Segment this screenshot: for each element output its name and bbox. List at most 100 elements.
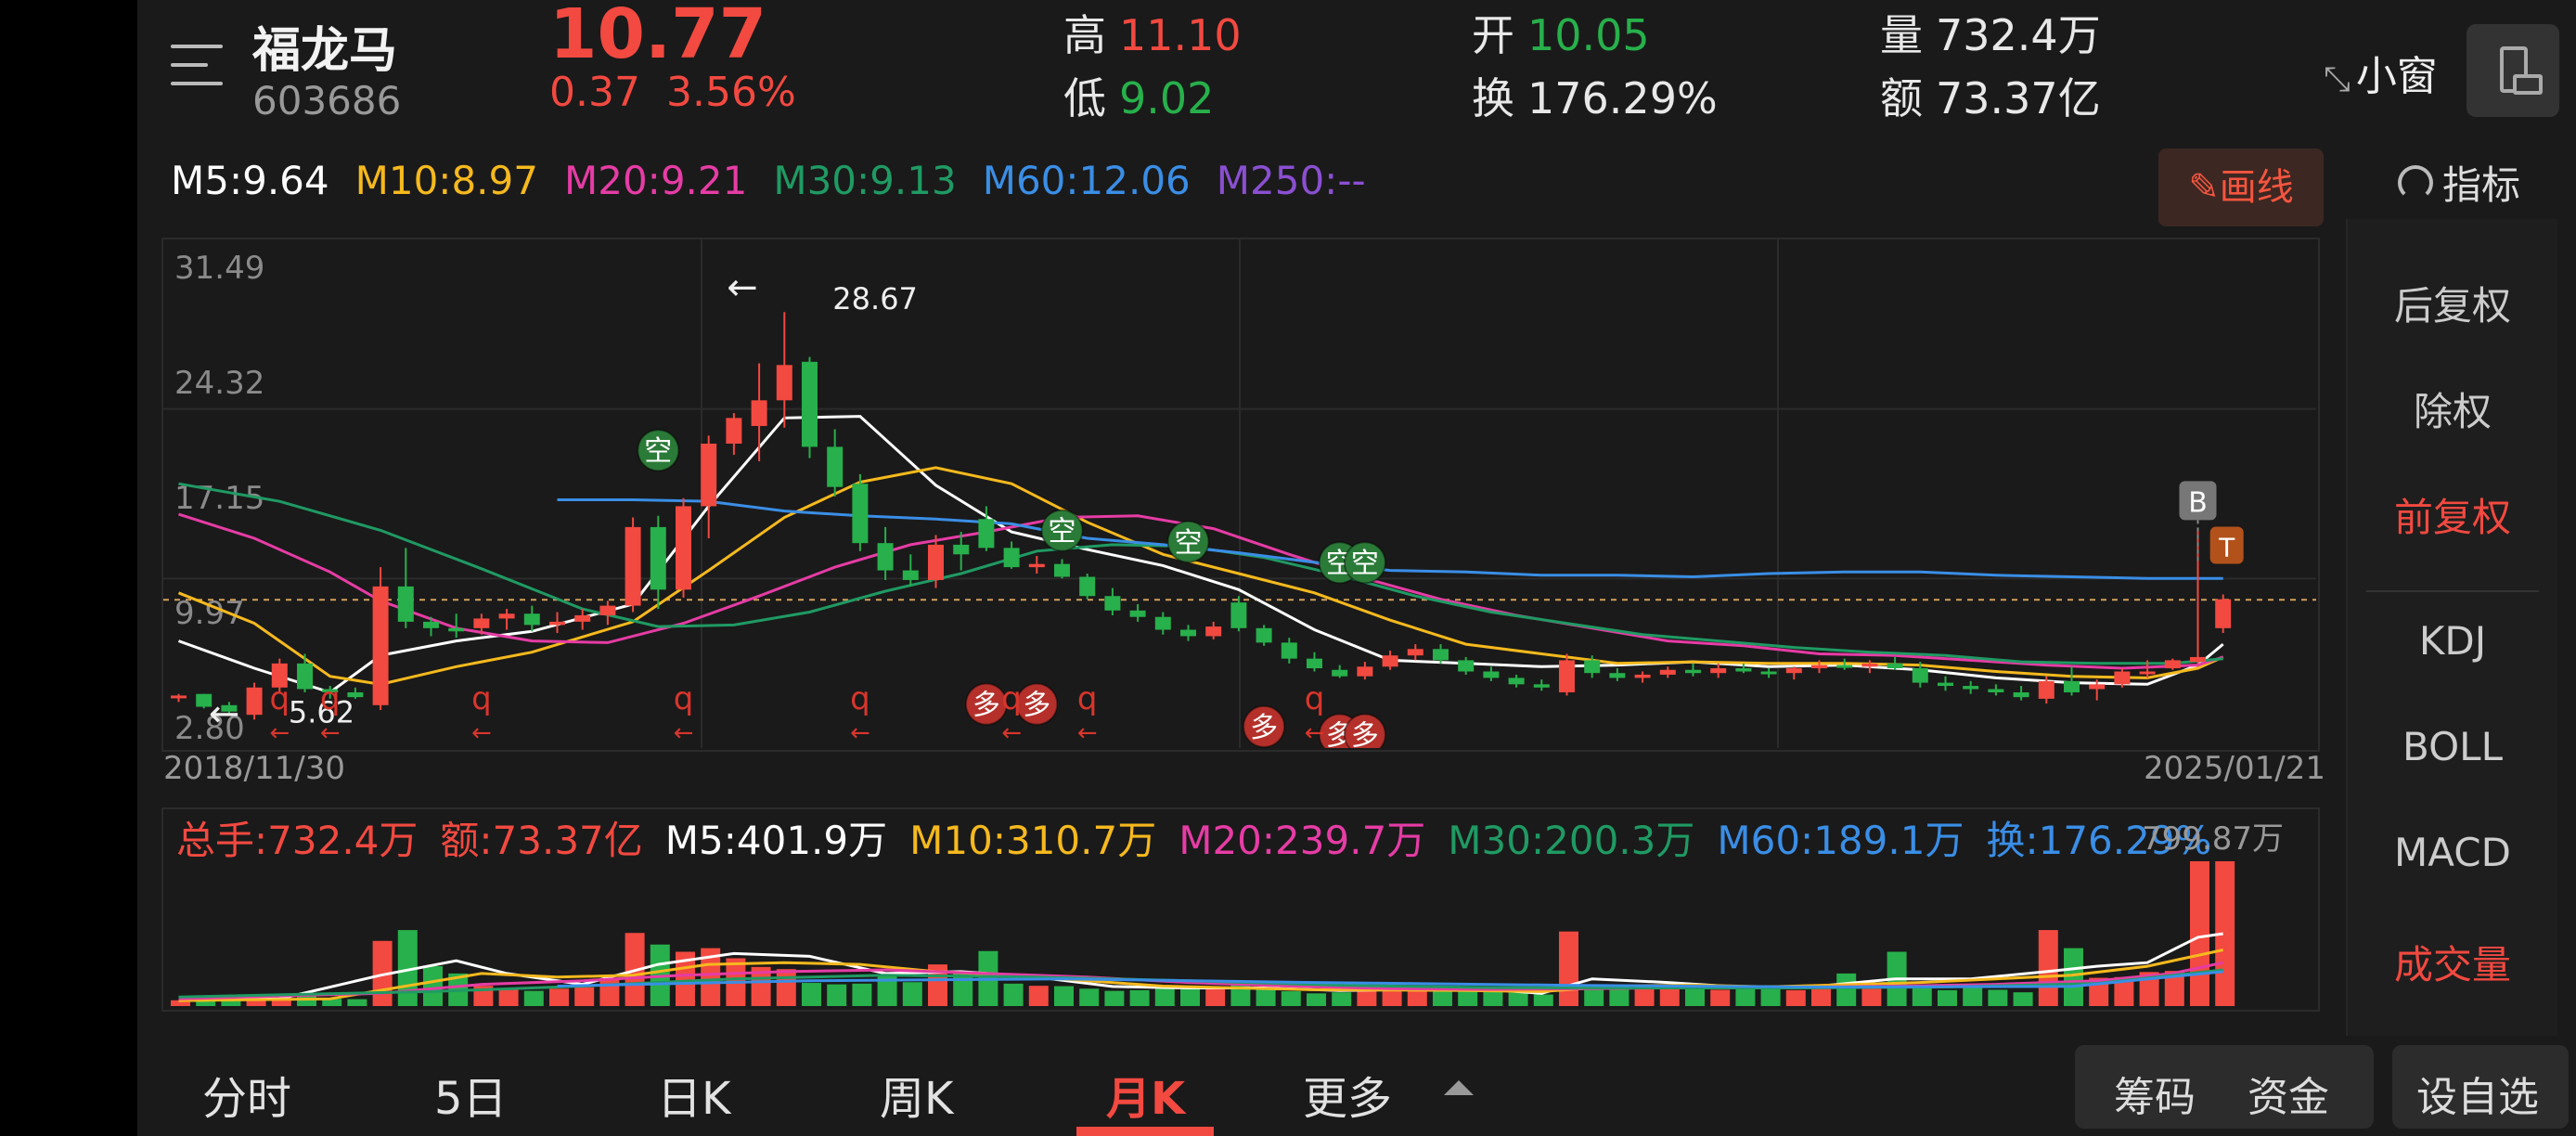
- candle-body: [1256, 627, 1272, 643]
- volume-bar: [1685, 985, 1705, 1006]
- tab-monthly-k[interactable]: 月K: [1106, 1073, 1186, 1125]
- candle-body: [2190, 656, 2206, 663]
- kdj-button[interactable]: KDJ: [2418, 618, 2487, 664]
- volume-bar: [2013, 992, 2033, 1006]
- mini-window-button[interactable]: ⤡ 小窗: [2324, 43, 2438, 102]
- chips-funds-group: 筹码 资金: [2075, 1045, 2374, 1129]
- signal-q-arrow-icon: ←: [320, 719, 341, 747]
- add-watchlist-button[interactable]: 设自选: [2416, 1074, 2539, 1121]
- volume-bar: [196, 1000, 216, 1006]
- volume-bar: [776, 969, 796, 1006]
- vol-ma10: M10:310.7万: [909, 818, 1157, 863]
- candle-body: [1382, 655, 1398, 667]
- start-date: 2018/11/30: [163, 750, 345, 787]
- candle-body: [347, 691, 364, 698]
- indicator-button[interactable]: 指标: [2398, 154, 2520, 211]
- menu-icon[interactable]: [171, 43, 223, 91]
- right-panel: 后复权 除权 前复权 KDJ BOLL MACD 成交量: [2346, 219, 2557, 1036]
- macd-button[interactable]: MACD: [2394, 830, 2511, 875]
- tab-intraday[interactable]: 分时: [202, 1073, 292, 1125]
- ma250-value: M250:--: [1216, 158, 1366, 203]
- boll-button[interactable]: BOLL: [2402, 724, 2503, 769]
- volume-bar: [498, 988, 519, 1006]
- low-label: 低: [1063, 73, 1106, 123]
- tab-weekly-k[interactable]: 周K: [880, 1073, 954, 1125]
- ma-line-m60: [557, 498, 2223, 580]
- volume-bar: [902, 982, 922, 1006]
- signal-long-label: 多: [1023, 690, 1050, 722]
- candle-body: [1533, 684, 1550, 688]
- draw-line-button[interactable]: ✎画线: [2158, 148, 2324, 226]
- volume-chart[interactable]: [163, 809, 2316, 1008]
- candle-body: [1609, 673, 1626, 678]
- adjust-back-button[interactable]: 后复权: [2393, 283, 2511, 329]
- signal-short-label: 空: [1049, 516, 1076, 549]
- tab-daily-k[interactable]: 日K: [657, 1073, 731, 1125]
- candle-body: [928, 544, 944, 580]
- ex-rights-button[interactable]: 除权: [2413, 389, 2492, 434]
- shrink-icon: ⤡: [2324, 60, 2351, 98]
- vol-ma60: M60:189.1万: [1717, 818, 1964, 863]
- change-percent: 3.56%: [665, 69, 796, 116]
- volume-bar: [523, 990, 544, 1006]
- signal-q-label: q: [1305, 680, 1325, 717]
- turnover-label: 换: [1472, 73, 1514, 123]
- volume-bar: [2164, 971, 2184, 1006]
- high-value: 11.10: [1119, 10, 1242, 60]
- turnover-value: 176.29%: [1527, 73, 1718, 123]
- open-price: 开 10.05: [1472, 2, 1650, 63]
- min-price-label: 5.62: [289, 694, 354, 729]
- price-change: 0.37 3.56%: [549, 69, 822, 116]
- caret-up-icon[interactable]: [1444, 1080, 1474, 1095]
- candle-body: [372, 586, 389, 705]
- signal-short-bubble: [1166, 520, 1210, 563]
- candle-body: [2013, 691, 2029, 698]
- volume-max-label: 799.87万: [2142, 820, 2284, 858]
- candle-body: [1154, 616, 1171, 630]
- signal-q-arrow-icon: ←: [1001, 719, 1022, 747]
- volume-value: 732.4万: [1936, 10, 2101, 60]
- candle-body: [877, 543, 894, 571]
- tab-more[interactable]: 更多: [1303, 1073, 1393, 1125]
- candle-body: [549, 621, 565, 626]
- indicator-label: 指标: [2442, 162, 2521, 208]
- volume-bar: [2190, 860, 2209, 1006]
- volume-bar: [2064, 948, 2083, 1006]
- mini-window-label: 小窗: [2355, 53, 2438, 100]
- funds-button[interactable]: 资金: [2248, 1074, 2329, 1121]
- adjust-forward-button[interactable]: 前复权: [2393, 495, 2511, 540]
- volume-indicator-button[interactable]: 成交量: [2393, 942, 2511, 988]
- volume-bar: [1307, 993, 1326, 1006]
- candle-body: [726, 418, 742, 444]
- signal-long-label: 多: [1250, 712, 1278, 744]
- candle-body: [827, 446, 844, 487]
- high-label: 高: [1063, 10, 1106, 60]
- volume-bar: [574, 987, 595, 1006]
- signal-b-label: B: [2188, 486, 2208, 519]
- candle-body: [1433, 649, 1449, 661]
- candle-body: [1710, 668, 1727, 674]
- pencil-icon: ✎: [2188, 166, 2220, 209]
- signal-long-bubble: [1243, 704, 1286, 748]
- low-value: 9.02: [1119, 73, 1215, 123]
- candle-body: [473, 618, 490, 628]
- candle-body: [297, 663, 313, 690]
- candle-body: [397, 586, 414, 622]
- volume-bar: [2038, 930, 2058, 1006]
- volume-bar: [171, 1000, 190, 1006]
- signal-long-bubble: [1343, 713, 1386, 748]
- candle-body: [802, 361, 818, 447]
- candle-body: [650, 526, 666, 590]
- volume-bar: [1710, 989, 1731, 1006]
- chips-button[interactable]: 筹码: [2114, 1074, 2196, 1121]
- candle-body: [498, 613, 515, 619]
- volume-bar: [1508, 992, 1528, 1006]
- signal-q-label: q: [471, 680, 492, 717]
- tab-5day[interactable]: 5日: [434, 1073, 508, 1125]
- candle-body: [1407, 649, 1423, 656]
- ma20-value: M20:9.21: [563, 158, 748, 203]
- rotate-screen-button[interactable]: [2467, 24, 2559, 117]
- volume-bar: [1988, 989, 2008, 1006]
- ma30-value: M30:9.13: [773, 158, 957, 203]
